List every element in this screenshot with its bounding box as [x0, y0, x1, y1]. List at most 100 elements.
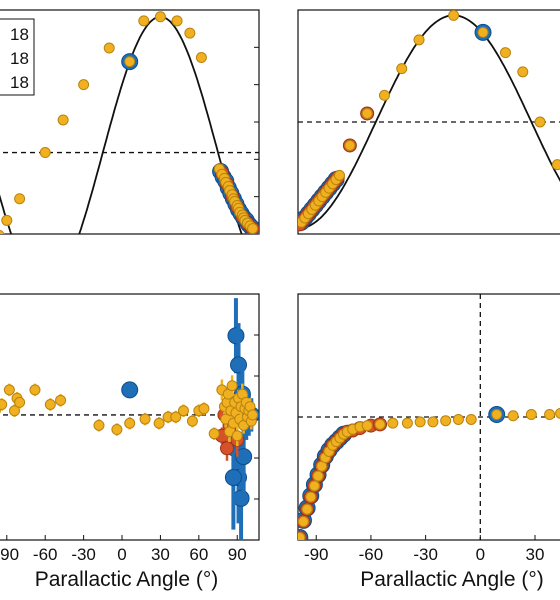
bottom-left-orange-point — [219, 441, 234, 456]
bottom-right-x-tick-label: -60 — [359, 545, 384, 564]
legend-entry-label: 18 — [10, 25, 29, 44]
panel-top-left: 18 18 18 — [0, 9, 260, 235]
top-left-gold-point — [14, 193, 26, 205]
bottom-right-gold-point — [301, 503, 313, 515]
top-right-gold-point — [413, 34, 425, 46]
bottom-right-gold-point — [298, 516, 309, 528]
bottom-left-x-tick-label: -90 — [0, 545, 19, 564]
top-right-plot-area — [298, 10, 560, 232]
top-right-gold-point — [551, 159, 560, 171]
top-left-gold-point — [195, 52, 207, 64]
bottom-right-x-tick-label: -90 — [304, 545, 329, 564]
top-left-axes-frame — [0, 9, 260, 235]
top-left-gold-point — [78, 79, 90, 91]
bottom-right-gold-point — [305, 491, 317, 503]
bottom-right-gold-point — [465, 413, 477, 425]
bottom-left-gold-point — [44, 398, 56, 410]
bottom-left-gold-point — [0, 398, 8, 410]
bottom-right-gold-point — [361, 420, 373, 432]
bottom-left-gold-point — [177, 405, 189, 417]
top-left-plot-area — [0, 11, 259, 234]
bottom-right-gold-point — [452, 413, 464, 425]
top-left-legend: 18 18 18 — [0, 18, 35, 96]
bottom-left-x-tick-label: 0 — [117, 545, 126, 564]
bottom-left-gold-point — [231, 430, 243, 442]
bottom-right-gold-point — [401, 417, 413, 429]
panel-bottom-right: -90-60-3003060Parallactic Angle (°) — [297, 293, 560, 591]
bottom-left-x-tick-label: 90 — [228, 545, 247, 564]
bottom-right-gold-point — [427, 416, 439, 428]
bottom-left-gold-point — [198, 403, 210, 415]
bottom-left-gold-point — [55, 394, 67, 406]
bottom-right-x-tick-label: 30 — [526, 545, 545, 564]
top-right-gold-point — [333, 169, 345, 181]
bottom-left-gold-point — [124, 417, 136, 429]
top-left-gold-point — [57, 114, 69, 126]
bottom-left-plot-area — [0, 298, 259, 540]
panel-top-right — [297, 9, 560, 235]
bottom-left-blue-point — [224, 468, 242, 486]
top-left-gold-point — [154, 11, 166, 23]
bottom-left-x-tick-label: -30 — [71, 545, 96, 564]
top-right-gold-point — [361, 107, 373, 119]
bottom-left-gold-point — [29, 384, 41, 396]
bottom-left-gold-point — [3, 384, 15, 396]
top-left-model-curve — [0, 15, 243, 234]
bottom-left-gold-point — [208, 428, 220, 440]
top-right-gold-point — [448, 10, 460, 21]
bottom-right-gold-point — [440, 415, 452, 427]
bottom-left-x-tick-label: -60 — [33, 545, 58, 564]
top-left-gold-point — [103, 42, 115, 54]
bottom-left-gold-point — [93, 419, 105, 431]
bottom-right-gold-point — [491, 409, 503, 421]
bottom-left-gold-point — [8, 405, 20, 417]
bottom-right-gold-point — [544, 409, 556, 421]
top-left-gold-point — [1, 214, 13, 226]
bottom-left-gold-point — [247, 409, 259, 421]
bottom-left-blue-point — [235, 448, 253, 466]
top-left-gold-point — [39, 147, 51, 159]
bottom-left-blue-point — [232, 489, 250, 507]
bottom-right-plot-area — [298, 294, 560, 540]
panel-bottom-left: -90 -60 -30 0 30 60 90 Parallactic Angle (°) — [0, 293, 260, 591]
legend-entry-label: 18 — [10, 49, 29, 68]
top-right-gold-point — [534, 116, 546, 128]
top-left-gold-point — [184, 27, 196, 39]
bottom-right-gold-point — [555, 407, 560, 419]
bottom-left-gold-point — [14, 396, 26, 408]
bottom-right-x-tick-label: -30 — [413, 545, 438, 564]
top-left-gold-point — [138, 15, 150, 27]
top-left-gold-point — [247, 223, 259, 234]
bottom-left-gold-point — [186, 415, 198, 427]
bottom-right-gold-point — [298, 532, 306, 540]
top-right-gold-point — [378, 89, 390, 101]
bottom-left-blue-point — [227, 327, 245, 345]
bottom-right-gold-point — [525, 409, 537, 421]
bottom-left-gold-point — [170, 411, 182, 423]
bottom-right-x-tick-label: 0 — [476, 545, 485, 564]
top-left-gold-point — [171, 15, 183, 27]
bottom-left-gold-point — [139, 413, 151, 425]
top-right-gold-point — [477, 26, 489, 38]
top-right-gold-point — [499, 47, 511, 59]
top-right-gold-point — [344, 139, 356, 151]
bottom-right-gold-point — [507, 410, 519, 422]
top-right-gold-point — [517, 66, 529, 78]
bottom-right-gold-point — [374, 418, 386, 430]
bottom-left-x-axis-label: Parallactic Angle (°) — [35, 568, 218, 591]
bottom-right-gold-point — [387, 417, 399, 429]
bottom-left-x-tick-label: 30 — [151, 545, 170, 564]
top-right-model-curve — [298, 14, 560, 230]
bottom-left-gold-point — [111, 424, 123, 436]
bottom-left-blue-point — [121, 381, 139, 399]
bottom-right-gold-point — [414, 416, 426, 428]
bottom-left-blue-point — [230, 356, 248, 374]
bottom-right-x-axis-label: Parallactic Angle (°) — [360, 568, 543, 591]
bottom-left-gold-point — [226, 380, 238, 392]
bottom-left-gold-point — [153, 417, 165, 429]
bottom-right-gold-point — [312, 470, 324, 482]
top-right-gold-point — [396, 63, 408, 75]
top-left-gold-point — [124, 56, 136, 68]
bottom-left-x-tick-label: 60 — [189, 545, 208, 564]
